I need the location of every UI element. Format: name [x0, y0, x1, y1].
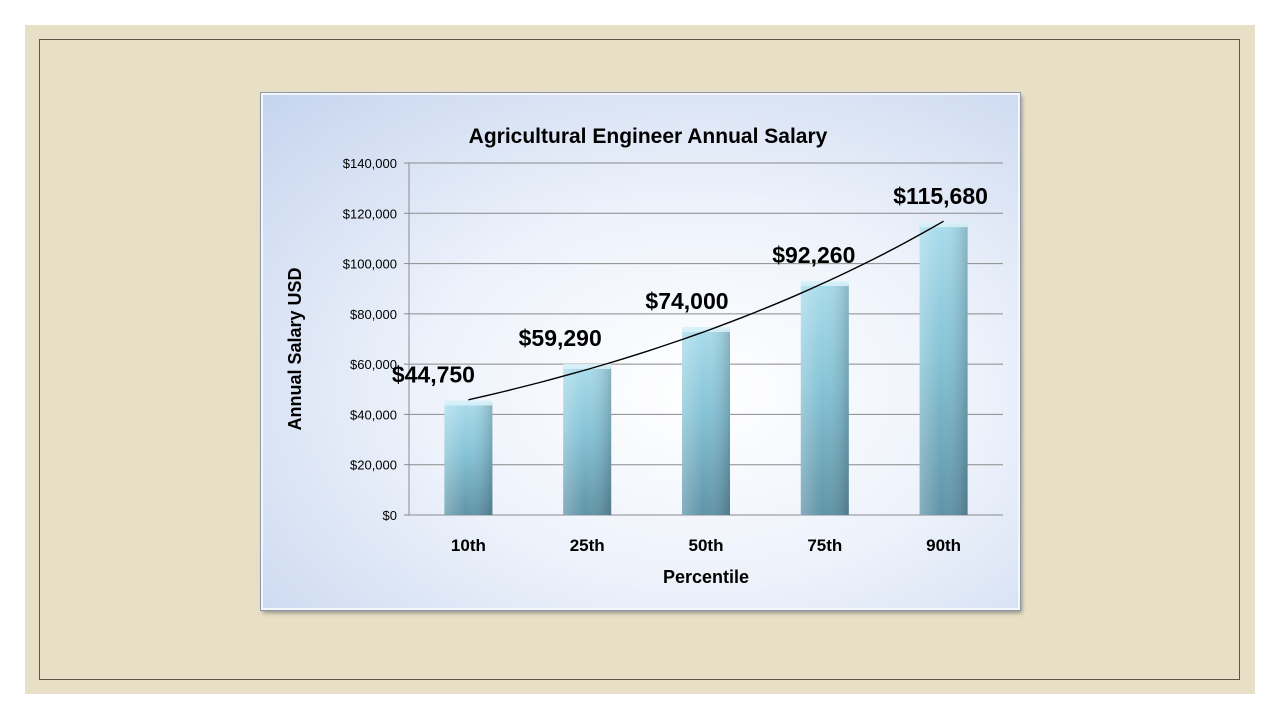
- x-tick-label: 25th: [570, 536, 605, 555]
- y-tick-label: $100,000: [343, 257, 397, 272]
- bar-shading: [563, 365, 612, 515]
- y-tick-label: $60,000: [350, 357, 397, 372]
- bar-bevel: [800, 281, 849, 287]
- bar-bevel: [444, 400, 493, 406]
- slide-frame: [39, 39, 1240, 680]
- x-tick-label: 50th: [689, 536, 724, 555]
- x-tick-label: 75th: [807, 536, 842, 555]
- bar-shading: [919, 224, 968, 515]
- y-axis-title: Annual Salary USD: [285, 267, 305, 430]
- y-tick-label: $40,000: [350, 407, 397, 422]
- trendline: [468, 220, 944, 401]
- salary-bar-chart: Agricultural Engineer Annual Salary $0 $2…: [285, 125, 1003, 587]
- bar-bevel: [563, 363, 612, 369]
- y-tick-label: $120,000: [343, 206, 397, 221]
- x-axis-ticks: 10th 25th 50th 75th 90th: [451, 536, 961, 555]
- data-label: $44,750: [392, 361, 475, 387]
- chart-panel: Agricultural Engineer Annual Salary $0 $2…: [261, 93, 1020, 610]
- y-tick-label: $140,000: [343, 156, 397, 171]
- chart-title: Agricultural Engineer Annual Salary: [469, 125, 828, 148]
- x-tick-label: 10th: [451, 536, 486, 555]
- x-axis-title: Percentile: [663, 567, 749, 587]
- y-tick-label: $80,000: [350, 307, 397, 322]
- y-tick-label: $0: [383, 508, 397, 523]
- bar-bevel: [919, 222, 968, 228]
- y-axis-ticks: $0 $20,000 $40,000 $60,000 $80,000 $100,000 $1…: [343, 156, 397, 523]
- data-label: $74,000: [645, 288, 728, 314]
- data-labels: $44,750 $59,290 $74,000 $92,260 $115,680: [392, 183, 988, 387]
- y-tick-label: $20,000: [350, 458, 397, 473]
- bars: [444, 222, 968, 515]
- data-label: $59,290: [519, 325, 602, 351]
- bar-shading: [682, 328, 730, 515]
- bar-shading: [800, 283, 849, 515]
- data-label: $92,260: [772, 242, 855, 268]
- bar-shading: [444, 402, 493, 515]
- x-tick-label: 90th: [926, 536, 961, 555]
- bar-bevel: [682, 326, 730, 332]
- data-label: $115,680: [893, 183, 988, 209]
- gridlines: [404, 162, 1003, 516]
